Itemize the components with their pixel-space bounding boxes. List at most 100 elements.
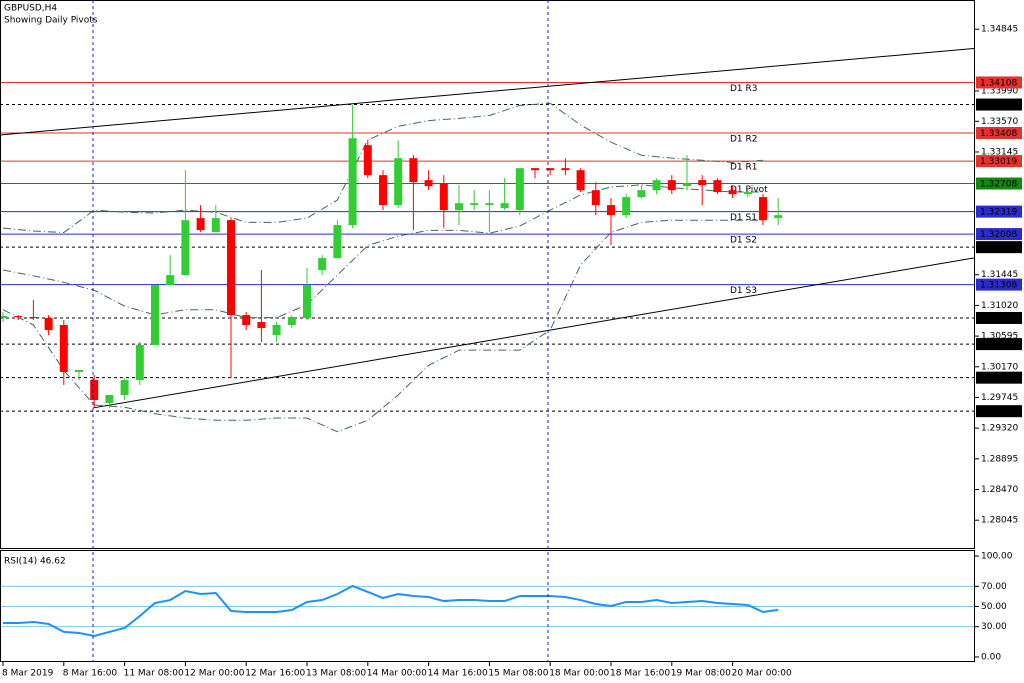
trend-line: [0, 47, 976, 136]
candle-body: [531, 168, 539, 171]
band-line: [2, 184, 763, 319]
candle-body: [591, 190, 600, 206]
candle-body: [409, 158, 418, 183]
x-tick-label: 14 Mar 16:00: [428, 669, 488, 679]
candle-body: [470, 203, 479, 206]
y-tick-label: 1.33570: [981, 117, 1018, 127]
pivot-label: D1 S3: [730, 286, 757, 296]
candle-body: [272, 325, 281, 336]
price-box: [976, 405, 1022, 418]
pivot-box-label: 1.33408: [980, 129, 1017, 139]
candle-body: [561, 168, 570, 171]
pivot-label: D1 S1: [730, 213, 757, 223]
rsi-line: [3, 584, 779, 637]
price-box-label: 1.31827: [980, 243, 1017, 253]
candle-body: [135, 345, 144, 380]
y-tick-label: 30.00: [981, 622, 1007, 632]
candle-body: [257, 322, 266, 329]
price-box: [976, 311, 1022, 324]
pivot-box-label: 1.33019: [980, 157, 1017, 167]
y-tick-label: 70.00: [981, 582, 1007, 592]
x-tick-label: 15 Mar 08:00: [488, 669, 548, 679]
candle-body: [576, 170, 585, 191]
candle-body: [515, 168, 524, 211]
y-tick-label: 1.31445: [981, 270, 1018, 280]
candle-body: [728, 190, 737, 195]
main-frame: [0, 0, 975, 549]
candle-body: [379, 175, 387, 206]
candle-body: [105, 395, 114, 404]
pivot-box: [976, 155, 1022, 168]
candle-body: [166, 275, 175, 286]
x-tick-label: 8 Mar 2019: [2, 669, 54, 679]
rsi-label: RSI(14) 46.62: [4, 557, 66, 567]
price-box: [976, 98, 1022, 111]
y-tick-label: 0.00: [981, 652, 1001, 662]
candle-body: [546, 168, 555, 171]
candle-body: [59, 325, 68, 372]
candle-body: [29, 317, 38, 319]
candle-body: [75, 370, 83, 372]
y-tick-label: 1.34845: [981, 25, 1018, 35]
candle-body: [637, 190, 646, 198]
candle-body: [652, 180, 661, 191]
pivot-box: [976, 76, 1022, 89]
price-box: [976, 241, 1022, 254]
pivot-box: [976, 205, 1022, 218]
candle-body: [500, 203, 509, 209]
pivot-box-label: 1.34108: [980, 78, 1017, 88]
x-tick-label: 13 Mar 08:00: [306, 669, 366, 679]
candle-body: [394, 158, 403, 206]
plot-layer: D1 R3 D1 R2 D1 R1 D1 Pivot D1 S1 D1 S2 D1 S3: [0, 47, 976, 637]
pivot-label: D1 S2: [730, 236, 757, 246]
candle-body: [44, 318, 53, 331]
candle-body: [759, 197, 767, 221]
candle-body: [303, 285, 311, 319]
x-tick-label: 12 Mar 16:00: [245, 669, 305, 679]
pivot-label: D1 R2: [730, 134, 758, 144]
pivot-box: [976, 278, 1022, 291]
price-box-label: 1.29555: [980, 407, 1017, 417]
price-box: [976, 371, 1022, 384]
y-tick-label: 1.30595: [981, 332, 1018, 342]
price-box: [976, 338, 1022, 351]
candle-body: [774, 215, 783, 219]
y-tick-label: 1.33990: [981, 86, 1018, 96]
price-box-label: 1.30019: [980, 374, 1017, 384]
candle-body: [242, 315, 251, 326]
pivot-label: D1 Pivot: [730, 185, 768, 195]
x-tick-label: 18 Mar 00:00: [549, 669, 609, 679]
pivot-box: [976, 126, 1022, 139]
candle-body: [743, 192, 752, 195]
candle-body: [181, 220, 190, 276]
y-tick-label: 1.30170: [981, 362, 1018, 372]
candle-body: [120, 379, 129, 396]
candle-body: [622, 197, 631, 216]
candle-body: [348, 138, 357, 226]
chart-subtitle: Showing Daily Pivots: [4, 16, 98, 26]
pivot-label: D1 R1: [730, 163, 758, 173]
x-tick-label: 18 Mar 16:00: [610, 669, 670, 679]
pivot-box-label: 1.32319: [980, 208, 1017, 218]
y-tick-label: 1.28045: [981, 516, 1018, 526]
x-tick-label: 12 Mar 00:00: [184, 669, 244, 679]
candle-body: [424, 180, 433, 187]
x-tick-label: 19 Mar 08:00: [671, 669, 731, 679]
pivot-box: [976, 228, 1022, 241]
price-box-label: 1.30846: [980, 314, 1017, 324]
x-tick-label: 20 Mar 00:00: [732, 669, 792, 679]
candle-body: [455, 203, 463, 211]
y-tick-label: 1.31020: [981, 301, 1018, 311]
x-tick-label: 8 Mar 16:00: [63, 669, 118, 679]
candle-body: [485, 203, 494, 206]
y-tick-label: 1.29320: [981, 424, 1018, 434]
pivot-box: [976, 177, 1022, 190]
price-box-label: 1.30484: [980, 340, 1017, 350]
candle-body: [607, 205, 615, 216]
pivot-box-label: 1.31308: [980, 281, 1017, 291]
y-tick-label: 1.29745: [981, 393, 1018, 403]
rsi-frame: [0, 550, 975, 662]
y-tick-label: 1.33145: [981, 147, 1018, 157]
y-tick-label: 50.00: [981, 602, 1007, 612]
